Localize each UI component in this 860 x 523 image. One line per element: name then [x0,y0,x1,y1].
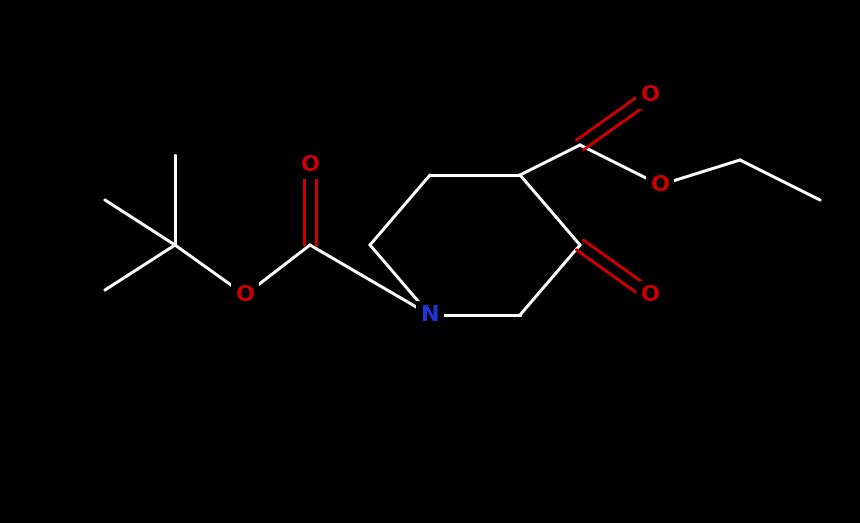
Text: O: O [236,285,255,305]
Text: O: O [650,175,669,195]
Text: O: O [641,85,660,105]
Text: N: N [421,305,439,325]
Text: O: O [300,155,320,175]
Text: O: O [641,285,660,305]
